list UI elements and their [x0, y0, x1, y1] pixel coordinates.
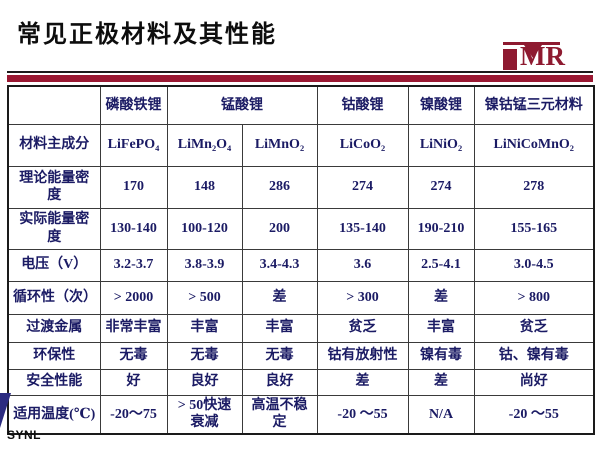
col-header-empty [7, 85, 101, 125]
cell-value: 190-210 [407, 207, 475, 250]
cell-value: 丰富 [241, 313, 318, 343]
cell-value: > 300 [316, 280, 409, 315]
cell-value: 286 [241, 165, 318, 209]
row-label: 实际能量密度 [7, 207, 101, 250]
cell-value: 200 [241, 207, 318, 250]
row-label: 适用温度(℃) [7, 394, 101, 435]
row-label: 安全性能 [7, 368, 101, 396]
cell-value: 高温不稳定 [241, 394, 318, 435]
cell-value: LiFePO₄ [99, 123, 168, 167]
imr-logo-triangle-icon [524, 45, 542, 58]
cell-value: 良好 [166, 368, 243, 396]
cell-value: 镍有毒 [407, 341, 475, 370]
col-header-ncm: 镍钴锰三元材料 [473, 85, 595, 125]
cell-value: 贫乏 [316, 313, 409, 343]
cell-value: 274 [316, 165, 409, 209]
table-row: 适用温度(℃) -20～75 > 50快速衰减 高温不稳定 -20 ～55 N/… [7, 394, 595, 435]
row-label: 电压（V） [7, 248, 101, 282]
row-label: 理论能量密度 [7, 165, 101, 209]
imr-logo-text: MR [520, 41, 565, 71]
cell-value: 差 [316, 368, 409, 396]
cell-value: 好 [99, 368, 168, 396]
title-divider-thick [7, 75, 593, 82]
cell-value: 无毒 [166, 341, 243, 370]
imr-logo-topline [503, 42, 560, 45]
synl-flag-icon [0, 393, 11, 428]
col-header-lmo: 锰酸锂 [166, 85, 318, 125]
cell-value: 170 [99, 165, 168, 209]
cell-value: 3.0-4.5 [473, 248, 595, 282]
cell-value: LiNiCoMnO₂ [473, 123, 595, 167]
cell-value: > 2000 [99, 280, 168, 315]
cell-value: 2.5-4.1 [407, 248, 475, 282]
cell-value: 155-165 [473, 207, 595, 250]
table-row: 电压（V） 3.2-3.7 3.8-3.9 3.4-4.3 3.6 2.5-4.… [7, 248, 595, 282]
cell-value: LiNiO₂ [407, 123, 475, 167]
table-row: 循环性（次） > 2000 > 500 差 > 300 差 > 800 [7, 280, 595, 315]
cell-value: 135-140 [316, 207, 409, 250]
table-row: 材料主成分 LiFePO₄ LiMn₂O₄ LiMnO₂ LiCoO₂ LiNi… [7, 123, 595, 167]
table-row: 安全性能 好 良好 良好 差 差 尚好 [7, 368, 595, 396]
cell-value: 3.4-4.3 [241, 248, 318, 282]
cell-value: 278 [473, 165, 595, 209]
cell-value: -20～75 [99, 394, 168, 435]
cell-value: 3.8-3.9 [166, 248, 243, 282]
col-header-lfp: 磷酸铁锂 [99, 85, 168, 125]
table-row: 环保性 无毒 无毒 无毒 钴有放射性 镍有毒 钴、镍有毒 [7, 341, 595, 370]
cell-value: LiMn₂O₄ [166, 123, 243, 167]
cell-value: -20 ～55 [473, 394, 595, 435]
cell-value: LiMnO₂ [241, 123, 318, 167]
table-row: 理论能量密度 170 148 286 274 274 278 [7, 165, 595, 209]
cell-value: 148 [166, 165, 243, 209]
imr-logo-i-block [503, 49, 517, 70]
table-row: 过渡金属 非常丰富 丰富 丰富 贫乏 丰富 贫乏 [7, 313, 595, 343]
cell-value: 良好 [241, 368, 318, 396]
cell-value: 尚好 [473, 368, 595, 396]
cell-value: N/A [407, 394, 475, 435]
cell-value: 无毒 [241, 341, 318, 370]
page-title: 常见正极材料及其性能 [17, 22, 277, 48]
cell-value: > 500 [166, 280, 243, 315]
synl-logo-text: SYNL [7, 428, 42, 442]
cell-value: 丰富 [407, 313, 475, 343]
table-row: 实际能量密度 130-140 100-120 200 135-140 190-2… [7, 207, 595, 250]
materials-table: 磷酸铁锂 锰酸锂 钴酸锂 镍酸锂 镍钴锰三元材料 材料主成分 LiFePO₄ L… [7, 85, 595, 435]
cell-value: 贫乏 [473, 313, 595, 343]
cell-value: 274 [407, 165, 475, 209]
imr-logo: MR [500, 40, 590, 74]
row-label: 过渡金属 [7, 313, 101, 343]
cell-value: 钴有放射性 [316, 341, 409, 370]
row-label: 环保性 [7, 341, 101, 370]
cell-value: 差 [241, 280, 318, 315]
row-label: 循环性（次） [7, 280, 101, 315]
cell-value: 钴、镍有毒 [473, 341, 595, 370]
cell-value: 差 [407, 280, 475, 315]
cell-value: 丰富 [166, 313, 243, 343]
col-header-lno: 镍酸锂 [407, 85, 475, 125]
cell-value: 差 [407, 368, 475, 396]
row-label: 材料主成分 [7, 123, 101, 167]
cell-value: > 800 [473, 280, 595, 315]
title-divider-thin [7, 71, 593, 73]
cell-value: > 50快速衰减 [166, 394, 243, 435]
cell-value: 130-140 [99, 207, 168, 250]
cell-value: 非常丰富 [99, 313, 168, 343]
cell-value: 3.2-3.7 [99, 248, 168, 282]
group-header-row: 磷酸铁锂 锰酸锂 钴酸锂 镍酸锂 镍钴锰三元材料 [7, 85, 595, 125]
cell-value: 3.6 [316, 248, 409, 282]
cell-value: LiCoO₂ [316, 123, 409, 167]
cell-value: 100-120 [166, 207, 243, 250]
col-header-lco: 钴酸锂 [316, 85, 409, 125]
cell-value: -20 ～55 [316, 394, 409, 435]
cell-value: 无毒 [99, 341, 168, 370]
